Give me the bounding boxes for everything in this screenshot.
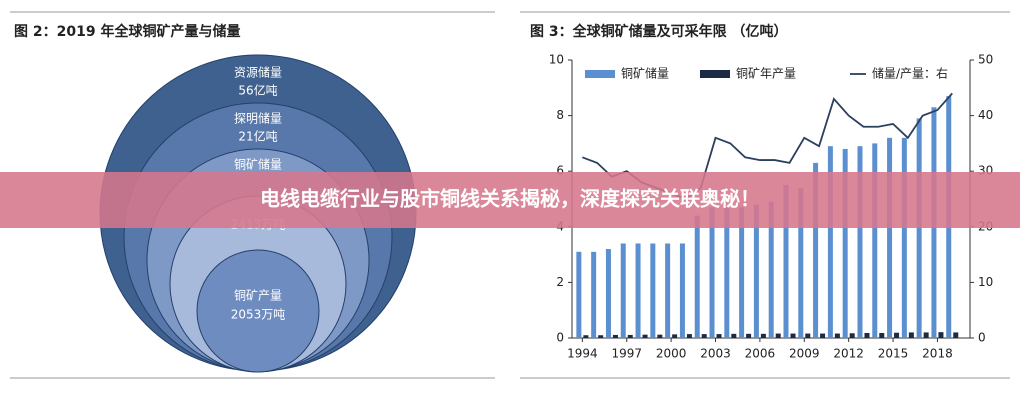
legend-label: 铜矿储量 <box>621 66 669 81</box>
ring-value: 56亿吨 <box>238 83 277 98</box>
bar <box>760 333 766 338</box>
bar <box>901 137 907 338</box>
x-tick-label: 1994 <box>567 347 598 361</box>
ring <box>196 249 320 373</box>
bar <box>857 146 863 338</box>
bar <box>923 332 929 338</box>
bar <box>842 148 848 338</box>
bar <box>916 118 922 338</box>
bar <box>864 332 870 338</box>
bar <box>701 334 707 338</box>
x-tick-label: 2012 <box>833 347 864 361</box>
bar <box>768 201 774 338</box>
x-tick-label: 2000 <box>656 347 687 361</box>
bar <box>635 243 641 338</box>
banner-text: 电线电缆行业与股市铜线关系揭秘，深度探究关联奥秘！ <box>260 187 760 211</box>
bar <box>642 334 648 338</box>
bar <box>849 333 855 338</box>
bar <box>627 334 633 338</box>
bar <box>953 332 959 338</box>
ring-label: 铜矿产量 <box>234 288 282 303</box>
bar <box>775 333 781 338</box>
bar <box>827 146 833 338</box>
ring-label: 探明储量 <box>234 111 282 126</box>
ring-label: 铜矿储量 <box>234 157 282 172</box>
bar <box>591 251 597 338</box>
bar <box>657 334 663 338</box>
bar <box>834 333 840 338</box>
y-tick-label: 6 <box>556 164 564 178</box>
y-tick-label: 0 <box>556 331 564 345</box>
banner-band <box>0 172 1020 228</box>
bar <box>820 333 826 338</box>
bar <box>790 333 796 338</box>
bar <box>716 334 722 338</box>
bar <box>679 243 685 338</box>
bar <box>938 332 944 338</box>
ring-value: 2053万吨 <box>231 308 286 322</box>
x-tick-label: 2006 <box>745 347 776 361</box>
x-tick-label: 2009 <box>789 347 820 361</box>
bar <box>908 332 914 338</box>
y-tick-label: 8 <box>556 108 564 122</box>
y-tick-label: 10 <box>549 53 564 67</box>
x-tick-label: 2003 <box>700 347 731 361</box>
ring-value: 21亿吨 <box>238 129 277 144</box>
x-tick-label: 1997 <box>611 347 642 361</box>
bar <box>798 187 804 338</box>
bar <box>598 335 604 338</box>
bar <box>872 143 878 338</box>
ring-label: 资源储量 <box>234 65 282 80</box>
bar <box>894 332 900 338</box>
y2-tick-label: 40 <box>978 108 993 122</box>
bar <box>650 243 656 338</box>
y2-tick-label: 0 <box>978 331 986 345</box>
left-title: 图 2：2019 年全球铜矿产量与储量 <box>14 23 240 40</box>
y2-tick-label: 50 <box>978 53 993 67</box>
bar <box>583 335 589 338</box>
x-tick-label: 2018 <box>922 347 953 361</box>
bar <box>753 204 759 338</box>
bar <box>783 185 789 338</box>
bar <box>665 243 671 338</box>
bar <box>813 162 819 338</box>
bar <box>731 333 737 338</box>
bar <box>746 333 752 338</box>
chart-title: 图 3：全球铜矿储量及可采年限 （亿吨） <box>530 23 788 40</box>
bar <box>612 334 618 338</box>
bar <box>672 334 678 338</box>
legend-label: 储量/产量：右 <box>872 66 948 81</box>
bar <box>605 249 611 338</box>
bar <box>709 207 715 338</box>
bar <box>576 251 582 338</box>
y-tick-label: 2 <box>556 275 564 289</box>
y2-tick-label: 10 <box>978 275 993 289</box>
bar <box>620 243 626 338</box>
bar <box>739 207 745 338</box>
bar <box>805 333 811 338</box>
bar <box>694 215 700 338</box>
legend-swatch <box>585 70 615 78</box>
bar <box>686 334 692 338</box>
bar <box>724 207 730 338</box>
x-tick-label: 2015 <box>878 347 909 361</box>
bar <box>879 332 885 338</box>
legend-swatch <box>700 70 730 78</box>
legend-label: 铜矿年产量 <box>736 66 796 81</box>
bar <box>887 137 893 338</box>
